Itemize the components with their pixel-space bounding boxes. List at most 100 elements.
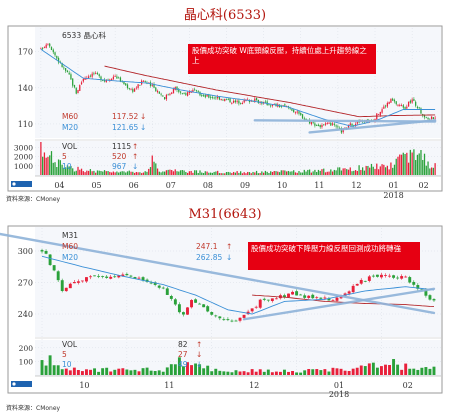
candle-body — [375, 274, 379, 277]
volume-bar — [255, 170, 258, 175]
volume-bar — [344, 168, 346, 175]
volume-bar — [89, 169, 92, 175]
volume-bar — [194, 170, 196, 175]
candle-body — [43, 47, 46, 48]
candle-body — [409, 100, 412, 103]
candle-body — [68, 72, 70, 75]
volume-bar — [284, 170, 286, 175]
candle-body — [50, 47, 53, 51]
volume-bar — [406, 152, 408, 175]
month-tick-label: 12 — [249, 381, 259, 390]
candle-body — [330, 122, 332, 126]
candle-body — [222, 99, 224, 101]
candle-body — [234, 320, 238, 322]
volume-bar — [363, 366, 367, 375]
candle-body — [268, 104, 270, 106]
candle-body — [45, 44, 47, 48]
candle-body — [319, 297, 323, 299]
candle-body — [363, 280, 367, 282]
candle-body — [284, 104, 286, 106]
candle-body — [408, 277, 412, 283]
candle-body — [388, 101, 390, 104]
chart2-trendlines — [0, 232, 436, 321]
candle-body — [72, 78, 74, 86]
volume-tick-label: 1000 — [14, 162, 33, 171]
month-tick-label: 10 — [79, 381, 89, 390]
volume-bar — [128, 170, 130, 175]
candle-body — [118, 77, 120, 79]
volume-bar — [319, 170, 321, 175]
candle-body — [305, 118, 307, 120]
candle-body — [254, 306, 258, 308]
chart2-logo-badge — [11, 381, 32, 387]
candle-body — [327, 298, 331, 301]
volume-bar — [293, 170, 295, 175]
candle-body — [186, 92, 189, 96]
chart1-cmoney-logo — [11, 181, 32, 187]
volume-bar — [190, 170, 192, 175]
volume-bar — [415, 160, 417, 175]
volume-bar — [349, 167, 351, 175]
candle-body — [383, 106, 385, 109]
volume-bar — [400, 369, 404, 375]
volume-bar — [172, 171, 175, 175]
candle-body — [79, 85, 81, 91]
volume-bar — [407, 162, 410, 175]
chart2-volume-bars — [40, 355, 436, 375]
candle-body — [160, 93, 162, 95]
chart1-ma60-line — [104, 65, 436, 118]
volume-bar — [314, 169, 316, 175]
volume-bar — [241, 173, 244, 175]
month-tick-label: 11 — [164, 381, 174, 390]
volume-bar — [153, 371, 157, 375]
month-tick-label: 02 — [403, 381, 413, 390]
chart1-price-ticks: 170 140 110 — [18, 48, 33, 129]
volume-bar — [374, 168, 376, 175]
candle-body — [87, 76, 90, 78]
volume-bar — [141, 368, 145, 375]
candle-body — [171, 92, 173, 94]
chart2-m20-arrow: ↓ — [226, 253, 232, 262]
candle-body — [135, 87, 137, 89]
candle-body — [296, 111, 298, 113]
volume-bar — [171, 170, 173, 175]
volume-bar — [93, 368, 97, 375]
candle-body — [282, 105, 284, 107]
volume-bar — [278, 172, 281, 175]
volume-bar — [375, 367, 379, 375]
chart1-annotation-text: 股價成功突破 W底頸線反壓，持續位處上升趨勢線之上 — [192, 46, 367, 65]
candle-body — [347, 291, 351, 294]
candle-body — [280, 106, 282, 107]
volume-bar — [397, 156, 399, 175]
volume-bar — [218, 173, 221, 175]
volume-bar — [243, 172, 245, 175]
volume-bar — [392, 167, 394, 175]
volume-bar — [119, 171, 122, 175]
candle-body — [326, 123, 328, 124]
volume-bar — [181, 366, 185, 375]
volume-bar — [125, 172, 127, 175]
candle-body — [390, 98, 392, 103]
candle-body — [66, 70, 69, 73]
chart2-logo-mark — [12, 382, 16, 386]
candle-body — [40, 47, 42, 49]
candle-body — [393, 99, 396, 102]
chart1-stock-label: 6533 晶心科 — [62, 30, 106, 40]
volume-bar — [125, 369, 129, 375]
candle-body — [402, 105, 404, 108]
candle-body — [181, 312, 185, 315]
candle-body — [432, 299, 436, 301]
volume-bar — [323, 369, 327, 375]
volume-bar — [307, 169, 309, 175]
candle-body — [64, 287, 68, 292]
candle-body — [194, 89, 196, 91]
candle-body — [420, 108, 422, 114]
volume-bar — [82, 171, 84, 175]
volume-bar — [432, 167, 434, 175]
volume-bar — [411, 152, 413, 175]
chart2-vol-arrow: ↑ — [196, 340, 202, 349]
volume-bar — [47, 156, 49, 175]
volume-bar — [40, 142, 42, 175]
candle-body — [177, 304, 181, 313]
candle-body — [294, 112, 297, 114]
